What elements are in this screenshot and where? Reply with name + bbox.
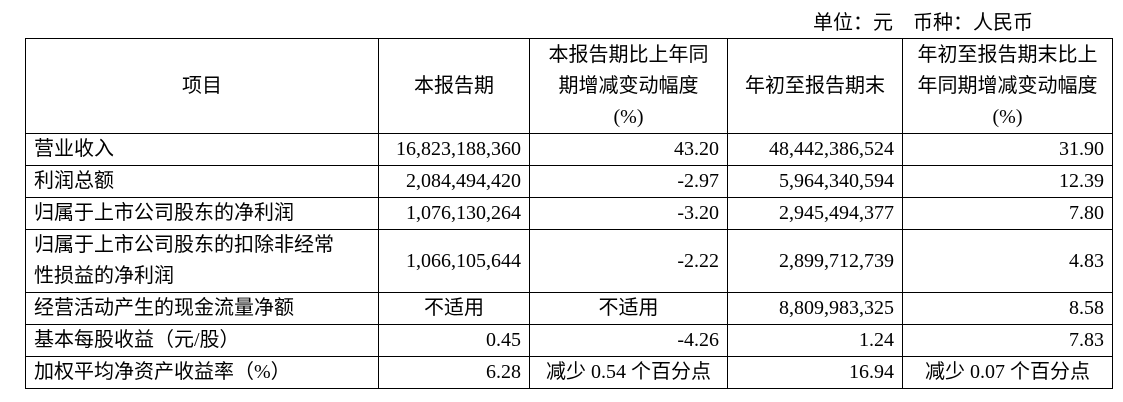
value-cell: 48,442,386,524 bbox=[727, 133, 903, 166]
value-cell: -2.97 bbox=[529, 165, 728, 198]
value-cell: -2.22 bbox=[529, 229, 728, 293]
row-label: 利润总额 bbox=[25, 165, 379, 198]
row-label: 归属于上市公司股东的扣除非经常 性损益的净利润 bbox=[25, 229, 379, 293]
value-cell: 12.39 bbox=[902, 165, 1113, 198]
cell-line: 性损益的净利润 bbox=[34, 265, 174, 287]
table-row: 加权平均净资产收益率（%） 6.28 减少 0.54 个百分点 16.94 减少 0.0… bbox=[25, 356, 1113, 389]
value-cell: 16.94 bbox=[727, 356, 903, 389]
cell-line: 加权平均净资产收益率（%） bbox=[34, 361, 291, 383]
value-cell: 8,809,983,325 bbox=[727, 292, 903, 325]
table-row: 利润总额 2,084,494,420 -2.97 5,964,340,594 12.39 bbox=[25, 165, 1113, 198]
cell-line: 本报告期 bbox=[414, 74, 494, 97]
cell-line: 期增减变动幅度 bbox=[558, 74, 699, 97]
value-cell: 减少 0.07 个百分点 bbox=[902, 356, 1113, 389]
row-label: 营业收入 bbox=[25, 133, 379, 166]
value-cell: 43.20 bbox=[529, 133, 728, 166]
row-label: 加权平均净资产收益率（%） bbox=[25, 356, 379, 389]
value-cell: -3.20 bbox=[529, 197, 728, 230]
table-row: 基本每股收益（元/股） 0.45 -4.26 1.24 7.83 bbox=[25, 324, 1113, 357]
row-label: 归属于上市公司股东的净利润 bbox=[25, 197, 379, 230]
table-body: 营业收入 16,823,188,360 43.20 48,442,386,524 31.… bbox=[25, 133, 1113, 389]
cell-line: 项目 bbox=[182, 74, 222, 97]
cell-line: 归属于上市公司股东的净利润 bbox=[34, 202, 294, 224]
header-cell: 本报告期 bbox=[378, 38, 530, 134]
row-label: 基本每股收益（元/股） bbox=[25, 324, 379, 357]
value-cell: 减少 0.54 个百分点 bbox=[529, 356, 728, 389]
value-cell: -4.26 bbox=[529, 324, 728, 357]
cell-line: 本报告期比上年同 bbox=[548, 43, 709, 66]
cell-line: 营业收入 bbox=[34, 138, 114, 160]
table-row: 归属于上市公司股东的净利润 1,076,130,264 -3.20 2,945,494… bbox=[25, 197, 1113, 230]
value-cell: 31.90 bbox=[902, 133, 1113, 166]
table-row: 营业收入 16,823,188,360 43.20 48,442,386,524 31.… bbox=[25, 133, 1113, 166]
value-cell: 6.28 bbox=[378, 356, 530, 389]
value-cell: 7.80 bbox=[902, 197, 1113, 230]
cell-line: 利润总额 bbox=[34, 170, 114, 192]
value-cell: 不适用 bbox=[529, 292, 728, 325]
cell-line: (%) bbox=[992, 105, 1023, 128]
value-cell: 5,964,340,594 bbox=[727, 165, 903, 198]
row-label: 经营活动产生的现金流量净额 bbox=[25, 292, 379, 325]
cell-line: 年同期增减变动幅度 bbox=[917, 74, 1098, 97]
table-row: 归属于上市公司股东的扣除非经常 性损益的净利润 1,066,105,644 -2.22… bbox=[25, 229, 1113, 293]
cell-line: 经营活动产生的现金流量净额 bbox=[34, 297, 294, 319]
financial-table: 项目 本报告期 本报告期比上年同 期增减变动幅度 (%) 年初至报告期末 年初至报告期末比上… bbox=[25, 38, 1113, 389]
value-cell: 16,823,188,360 bbox=[378, 133, 530, 166]
value-cell: 4.83 bbox=[902, 229, 1113, 293]
value-cell: 1.24 bbox=[727, 324, 903, 357]
cell-line: 年初至报告期末 bbox=[745, 74, 885, 97]
value-cell: 2,899,712,739 bbox=[727, 229, 903, 293]
unit-note: 单位：元 币种：人民币 bbox=[813, 12, 1033, 34]
value-cell: 2,945,494,377 bbox=[727, 197, 903, 230]
cell-line: 归属于上市公司股东的扣除非经常 bbox=[34, 234, 334, 256]
header-row: 项目 本报告期 本报告期比上年同 期增减变动幅度 (%) 年初至报告期末 年初至报告期末比上… bbox=[25, 38, 1113, 134]
cell-line: 基本每股收益（元/股） bbox=[34, 329, 240, 351]
header-cell: 本报告期比上年同 期增减变动幅度 (%) bbox=[529, 38, 728, 134]
table-header: 项目 本报告期 本报告期比上年同 期增减变动幅度 (%) 年初至报告期末 年初至报告期末比上… bbox=[25, 38, 1113, 134]
value-cell: 1,066,105,644 bbox=[378, 229, 530, 293]
value-cell: 不适用 bbox=[378, 292, 530, 325]
value-cell: 2,084,494,420 bbox=[378, 165, 530, 198]
value-cell: 0.45 bbox=[378, 324, 530, 357]
value-cell: 1,076,130,264 bbox=[378, 197, 530, 230]
header-cell: 年初至报告期末比上 年同期增减变动幅度 (%) bbox=[902, 38, 1113, 134]
value-cell: 7.83 bbox=[902, 324, 1113, 357]
cell-line: (%) bbox=[613, 105, 644, 128]
table-row: 经营活动产生的现金流量净额 不适用 不适用 8,809,983,325 8.58 bbox=[25, 292, 1113, 325]
header-cell: 年初至报告期末 bbox=[727, 38, 903, 134]
value-cell: 8.58 bbox=[902, 292, 1113, 325]
cell-line: 年初至报告期末比上 bbox=[917, 43, 1098, 66]
header-cell: 项目 bbox=[25, 38, 379, 134]
